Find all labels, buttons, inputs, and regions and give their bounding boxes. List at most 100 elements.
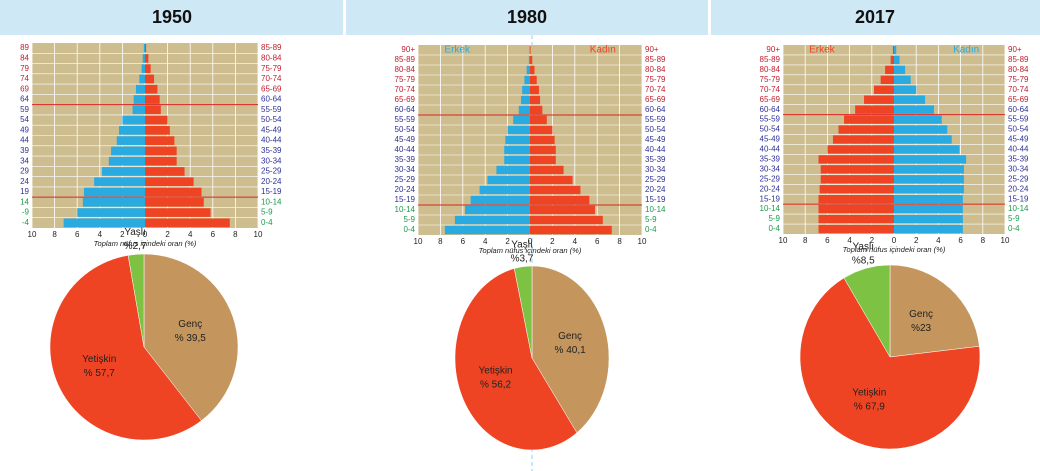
- bar: [145, 105, 161, 115]
- x-tick-label: 4: [847, 236, 852, 245]
- y-label-right: 50-54: [261, 115, 282, 124]
- bar: [529, 45, 530, 55]
- bar: [518, 105, 530, 115]
- y-label-left: 69: [20, 84, 29, 93]
- y-label-left: 24: [20, 177, 29, 186]
- y-label-right: 10-14: [1008, 204, 1029, 213]
- bar: [145, 115, 168, 125]
- bar: [838, 125, 894, 134]
- y-label-right: 80-84: [261, 54, 282, 63]
- y-label-right: 25-29: [1008, 174, 1029, 183]
- x-tick-label: 4: [573, 237, 578, 246]
- bar: [145, 95, 160, 104]
- bar: [496, 165, 530, 175]
- slice-name: Yetişkin: [479, 365, 513, 376]
- bar: [470, 195, 530, 205]
- x-tick-label: 6: [825, 236, 830, 245]
- y-label-left: 60-64: [395, 105, 416, 114]
- y-label-left: 49: [20, 125, 29, 134]
- y-label-right: 15-19: [1008, 194, 1029, 203]
- bar: [880, 75, 894, 84]
- y-label-left: 39: [20, 146, 29, 155]
- x-tick-label: 0: [892, 236, 897, 245]
- bar: [894, 185, 964, 194]
- x-tick-label: 8: [617, 237, 622, 246]
- bar: [530, 85, 539, 95]
- y-label-right: 40-44: [261, 136, 282, 145]
- bar: [885, 65, 894, 75]
- bar: [526, 65, 530, 75]
- y-label-right: 90+: [1008, 45, 1022, 54]
- bar: [864, 95, 894, 104]
- bar: [119, 126, 145, 135]
- header-band: [711, 0, 1040, 35]
- y-label-left: 45-49: [760, 135, 781, 144]
- bar: [894, 65, 906, 75]
- x-axis-label: Toplam nüfus içindeki oran (%): [479, 246, 582, 255]
- bar: [108, 156, 145, 166]
- bar: [894, 224, 963, 234]
- y-label-right: 60-64: [261, 95, 282, 104]
- slice-name: Genç: [178, 319, 202, 330]
- bar: [818, 214, 894, 224]
- legend-label: Kadın: [953, 45, 979, 56]
- bar: [894, 165, 964, 174]
- y-label-right: 70-74: [645, 85, 666, 94]
- bar: [530, 215, 603, 225]
- x-tick-label: 10: [28, 230, 37, 239]
- bar: [818, 204, 894, 214]
- bar: [894, 195, 963, 204]
- legend-label: Erkek: [809, 45, 836, 56]
- slice-value: % 67,9: [854, 402, 886, 413]
- slice-name: Yaşlı: [511, 239, 533, 250]
- bar: [145, 208, 211, 217]
- y-label-left: 20-24: [760, 184, 781, 193]
- y-label-right: 80-84: [645, 65, 666, 74]
- x-tick-label: 2: [505, 237, 510, 246]
- bar: [145, 64, 151, 74]
- x-tick-label: 8: [438, 237, 443, 246]
- y-label-left: 15-19: [395, 195, 416, 204]
- legend-label: Erkek: [444, 45, 471, 56]
- y-label-right: 80-84: [1008, 65, 1029, 74]
- bar: [530, 195, 590, 205]
- y-label-left: 79: [20, 64, 29, 73]
- bar: [819, 185, 894, 194]
- y-label-right: 20-24: [1008, 184, 1029, 193]
- y-label-right: 70-74: [1008, 85, 1029, 94]
- panel-title: 1950: [152, 7, 192, 27]
- bar: [145, 177, 194, 187]
- y-label-left: 50-54: [395, 125, 416, 134]
- bar: [513, 115, 530, 125]
- y-label-left: 29: [20, 167, 29, 176]
- slice-name: Yaşlı: [124, 227, 146, 238]
- y-label-left: 5-9: [768, 214, 780, 223]
- bar: [82, 197, 145, 207]
- x-tick-label: 10: [638, 237, 647, 246]
- x-tick-label: 4: [188, 230, 193, 239]
- bar: [894, 45, 897, 55]
- y-label-right: 30-34: [1008, 164, 1029, 173]
- bar: [827, 145, 894, 154]
- bar: [844, 115, 894, 124]
- y-label-right: 35-39: [261, 146, 282, 155]
- bar: [479, 185, 530, 195]
- bar: [894, 145, 960, 154]
- y-label-left: 35-39: [760, 155, 781, 164]
- y-label-left: 65-69: [395, 95, 416, 104]
- y-label-right: 5-9: [261, 208, 273, 217]
- x-axis-label: Toplam nüfus içindeki oran (%): [843, 245, 946, 254]
- y-label-left: 30-34: [395, 165, 416, 174]
- bar: [145, 167, 185, 176]
- y-label-left: 0-4: [768, 224, 780, 233]
- y-label-left: 75-79: [395, 75, 416, 84]
- y-label-left: 0-4: [403, 225, 415, 234]
- pie-slice: [843, 264, 891, 358]
- y-label-right: 20-24: [645, 185, 666, 194]
- x-tick-label: 2: [870, 236, 875, 245]
- y-label-right: 25-29: [261, 167, 282, 176]
- bar: [139, 74, 145, 84]
- bar: [530, 225, 612, 235]
- slice-value: %23: [911, 323, 931, 334]
- bar: [894, 175, 964, 184]
